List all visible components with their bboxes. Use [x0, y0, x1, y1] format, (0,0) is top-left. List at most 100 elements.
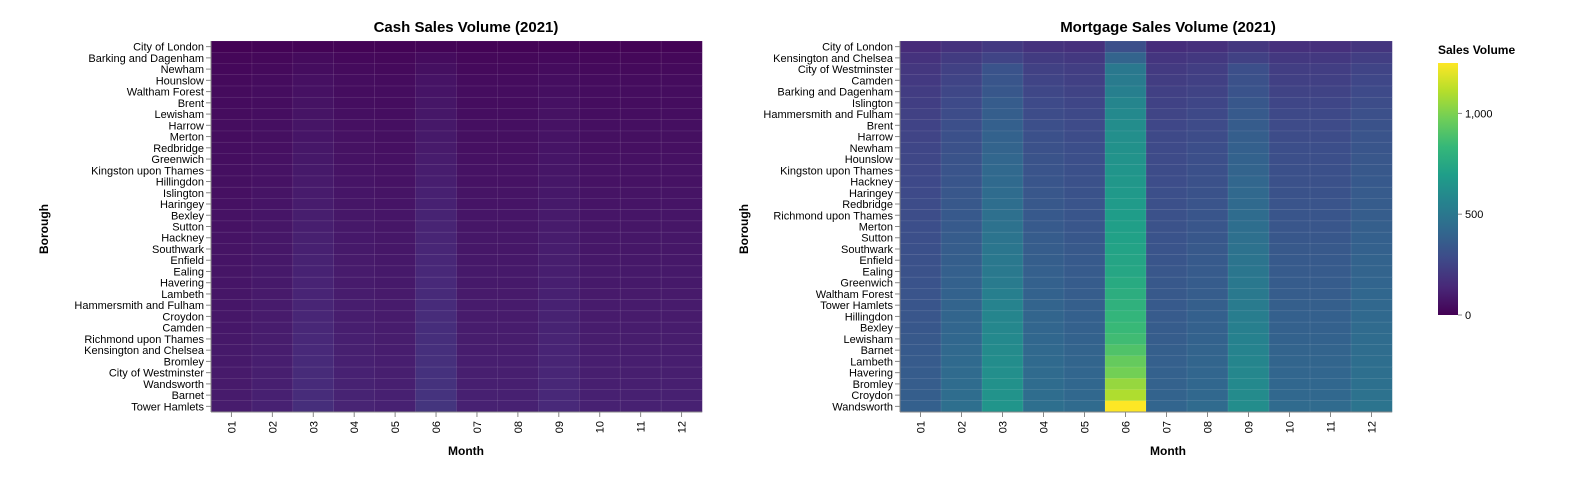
mortgage-heatmap-cell — [1309, 299, 1352, 312]
cash-heatmap-cell — [374, 63, 417, 76]
mortgage-heatmap-cell — [940, 175, 983, 188]
mortgage-heatmap-cell — [1350, 333, 1393, 346]
mortgage-heatmap-cell — [940, 231, 983, 244]
cash-heatmap-cell — [660, 344, 703, 357]
mortgage-heatmap-cell — [981, 186, 1024, 199]
cash-heatmap-cell — [210, 209, 253, 222]
mortgage-heatmap-cell — [899, 366, 942, 379]
cash-heatmap-cell — [456, 254, 498, 267]
mortgage-heatmap-cell — [940, 400, 983, 413]
cash-heatmap-cell — [210, 108, 253, 121]
legend-color-bar — [1438, 63, 1458, 315]
mortgage-heatmap-cell — [1268, 355, 1311, 368]
cash-heatmap-cell — [292, 333, 335, 346]
mortgage-heatmap-cell — [1022, 344, 1065, 357]
cash-heatmap-cell — [292, 175, 335, 188]
cash-heatmap-cell — [333, 378, 376, 391]
mortgage-heatmap-cell — [899, 276, 942, 289]
mortgage-heatmap-cell — [1022, 378, 1065, 391]
mortgage-heatmap-cell — [1145, 243, 1188, 256]
cash-heatmap-cell — [497, 333, 539, 346]
mortgage-heatmap-cell — [940, 366, 983, 379]
mortgage-heatmap-cell — [981, 366, 1024, 379]
cash-heatmap-cell — [497, 276, 539, 289]
mortgage-heatmap-cell — [1022, 198, 1065, 211]
mortgage-heatmap-cell — [1186, 265, 1229, 278]
cash-heatmap-cell — [660, 175, 703, 188]
mortgage-heatmap-cell — [1022, 85, 1065, 98]
mortgage-heatmap-cell — [981, 141, 1024, 154]
cash-heatmap-cell — [497, 141, 539, 154]
cash-heatmap-cell — [292, 130, 335, 143]
cash-heatmap-cell — [333, 51, 376, 65]
mortgage-heatmap-cell — [1309, 175, 1352, 188]
cash-heatmap-cell — [251, 96, 294, 109]
mortgage-heatmap-cell — [899, 164, 942, 177]
cash-heatmap-cell — [415, 40, 458, 53]
mortgage-heatmap-cell — [1268, 74, 1311, 87]
cash-heatmap-cell — [333, 321, 376, 334]
cash-heatmap-cell — [333, 220, 376, 233]
cash-heatmap-cell — [210, 366, 253, 379]
cash-heatmap-cell — [415, 231, 458, 244]
cash-x-axis: 01 02 03 04 05 06 07 08 09 10 11 12 — [211, 411, 702, 433]
mortgage-heatmap-cell — [1227, 265, 1270, 278]
mortgage-y-tick-label: Hounslow — [845, 154, 893, 166]
cash-heatmap-cell — [374, 310, 417, 323]
cash-heatmap-cell — [619, 299, 662, 312]
cash-heatmap-cell — [456, 198, 498, 211]
cash-heatmap-cell — [292, 85, 335, 98]
mortgage-heatmap-cell — [1227, 164, 1270, 177]
mortgage-heatmap-cell — [940, 130, 983, 143]
cash-heatmap-cell — [210, 333, 253, 346]
mortgage-heatmap-cell — [981, 389, 1024, 402]
mortgage-y-tick-label: Camden — [851, 75, 893, 87]
cash-heatmap-cell — [456, 209, 498, 222]
mortgage-heatmap-cell — [1104, 153, 1147, 166]
mortgage-heatmap-cell — [1145, 85, 1188, 98]
cash-heatmap-cell — [619, 74, 662, 87]
mortgage-heatmap-cell — [899, 40, 942, 53]
cash-y-tick-label: Enfield — [170, 255, 204, 267]
mortgage-heatmap-cell — [981, 164, 1024, 177]
cash-heatmap-cell — [497, 355, 539, 368]
mortgage-heatmap-cell — [1022, 186, 1065, 199]
cash-x-tick-label: 01 — [226, 421, 238, 433]
cash-heatmap-cell — [538, 333, 580, 346]
cash-heatmap-cell — [333, 310, 376, 323]
mortgage-heatmap-cell — [1063, 85, 1106, 98]
cash-heatmap-cell — [292, 198, 335, 211]
cash-heatmap-cell — [333, 130, 376, 143]
cash-heatmap-cell — [538, 321, 580, 334]
mortgage-heatmap-cell — [981, 344, 1024, 357]
cash-heatmap-cell — [292, 265, 335, 278]
cash-heatmap-cell — [619, 254, 662, 267]
cash-heatmap-cell — [497, 74, 539, 87]
mortgage-heatmap-cell — [1268, 254, 1311, 267]
cash-heatmap-cell — [374, 209, 417, 222]
legend-tick-label: 0 — [1465, 310, 1471, 322]
mortgage-heatmap-cell — [1104, 389, 1147, 402]
cash-heatmap-cell — [456, 299, 498, 312]
mortgage-heatmap-cell — [1268, 276, 1311, 289]
cash-heatmap-cell — [374, 333, 417, 346]
mortgage-heatmap-cell — [1309, 141, 1352, 154]
mortgage-x-tick-label: 10 — [1285, 421, 1297, 433]
mortgage-heatmap-cell — [1227, 310, 1270, 323]
cash-heatmap-cell — [292, 119, 335, 132]
cash-heatmap-cell — [579, 141, 621, 154]
cash-heatmap-cell — [333, 74, 376, 87]
cash-heatmap-cell — [579, 96, 621, 109]
cash-heatmap-cell — [619, 220, 662, 233]
cash-heatmap-cell — [619, 400, 662, 413]
cash-heatmap-cell — [333, 355, 376, 368]
cash-heatmap-cell — [619, 265, 662, 278]
mortgage-heatmap-cell — [1350, 108, 1393, 121]
mortgage-heatmap-cell — [981, 276, 1024, 289]
cash-heatmap-cell — [251, 164, 294, 177]
mortgage-heatmap-cell — [940, 321, 983, 334]
cash-heatmap-cell — [210, 119, 253, 132]
cash-heatmap-cell — [497, 321, 539, 334]
mortgage-heatmap-cell — [940, 310, 983, 323]
mortgage-heatmap-cell — [1063, 254, 1106, 267]
